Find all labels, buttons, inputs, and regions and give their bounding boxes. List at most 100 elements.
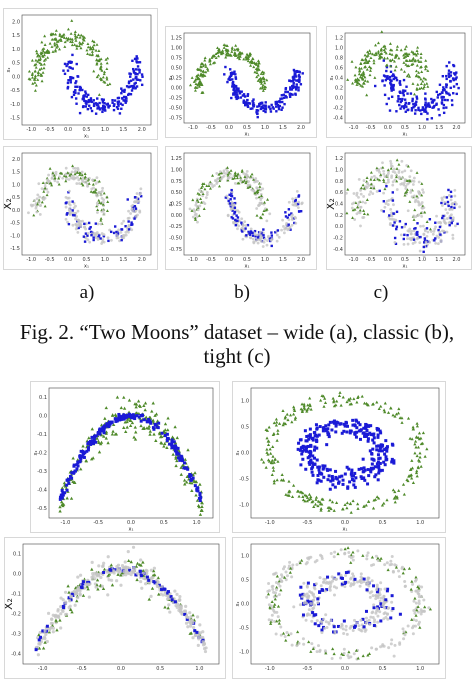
blue-point [379, 619, 383, 623]
blue-point [63, 62, 67, 66]
green-point [257, 77, 261, 81]
green-point [416, 45, 420, 49]
grey-point [422, 254, 426, 258]
blue-point [316, 473, 320, 477]
blue-point [321, 588, 325, 592]
blue-point [230, 72, 234, 76]
green-point [97, 49, 101, 52]
green-point [190, 209, 194, 212]
blue-point [81, 580, 85, 584]
green-point [364, 503, 368, 507]
grey-point [345, 191, 348, 195]
blue-point [428, 218, 432, 221]
blue-point [76, 461, 80, 465]
green-point [288, 566, 293, 570]
grey-point [386, 203, 390, 206]
green-point [378, 178, 382, 182]
blue-point [223, 73, 226, 76]
green-point [73, 32, 77, 36]
green-point [418, 455, 422, 459]
green-point [36, 78, 40, 81]
green-point [237, 55, 241, 58]
blue-point [127, 228, 131, 231]
x-tick-label: 1.0 [416, 520, 424, 526]
green-point [265, 207, 269, 211]
blue-point [336, 624, 340, 628]
grey-point [102, 212, 106, 216]
green-point [42, 53, 46, 57]
grey-point [434, 241, 438, 245]
blue-point [445, 83, 448, 86]
grey-point [398, 175, 401, 179]
blue-point [71, 209, 74, 212]
green-point [260, 85, 264, 89]
green-point [386, 410, 391, 414]
grey-point [274, 580, 278, 584]
green-point [363, 53, 367, 57]
blue-point [276, 104, 280, 107]
green-point [274, 423, 278, 427]
green-point [361, 84, 365, 88]
blue-point [313, 462, 317, 466]
blue-point [246, 98, 249, 102]
blue-point [281, 100, 284, 104]
green-point [256, 73, 260, 77]
blue-point [405, 85, 408, 88]
grey-point [451, 201, 454, 205]
green-point [175, 459, 179, 463]
blue-point [417, 106, 420, 110]
green-point [104, 436, 108, 440]
blue-point [257, 104, 261, 108]
grey-point [400, 182, 404, 185]
green-point [110, 432, 115, 436]
blue-point [196, 489, 200, 493]
blue-point [441, 216, 444, 220]
green-point [91, 182, 95, 186]
blue-point [315, 481, 319, 485]
green-point [273, 602, 277, 606]
green-point [365, 93, 369, 97]
blue-point [65, 483, 69, 487]
blue-point [147, 578, 151, 582]
blue-point [378, 449, 382, 453]
green-point [54, 29, 58, 32]
green-point [418, 625, 422, 629]
green-point [270, 458, 274, 462]
sub-label-a: a) [79, 282, 95, 303]
green-point [216, 51, 220, 55]
grey-point [237, 224, 241, 228]
blue-point [421, 106, 425, 109]
grey-point [124, 573, 128, 577]
blue-point [438, 113, 441, 117]
green-point [349, 510, 353, 514]
green-point [171, 452, 175, 456]
blue-point [117, 412, 121, 416]
green-point [395, 47, 399, 51]
grey-point [393, 240, 397, 244]
green-point [65, 496, 69, 500]
green-point [239, 176, 243, 179]
grey-point [127, 209, 130, 213]
green-point [90, 53, 94, 57]
green-point [382, 178, 386, 181]
green-point [379, 173, 383, 176]
blue-point [69, 61, 72, 65]
green-point [297, 489, 301, 493]
grey-point [298, 603, 302, 607]
blue-point [76, 85, 79, 88]
grey-point [427, 606, 431, 610]
blue-point [70, 471, 74, 475]
green-point [216, 46, 220, 50]
blue-point [71, 213, 75, 217]
blue-point [321, 467, 325, 471]
grey-point [422, 598, 426, 602]
green-point [222, 46, 226, 49]
blue-point [299, 463, 303, 467]
y-tick-label: -1.5 [10, 116, 20, 122]
blue-point [364, 434, 368, 438]
blue-point [448, 61, 451, 64]
y-tick-label: 0.00 [171, 86, 182, 92]
grey-point [379, 596, 383, 600]
blue-point [255, 111, 258, 114]
blue-point [435, 90, 438, 94]
